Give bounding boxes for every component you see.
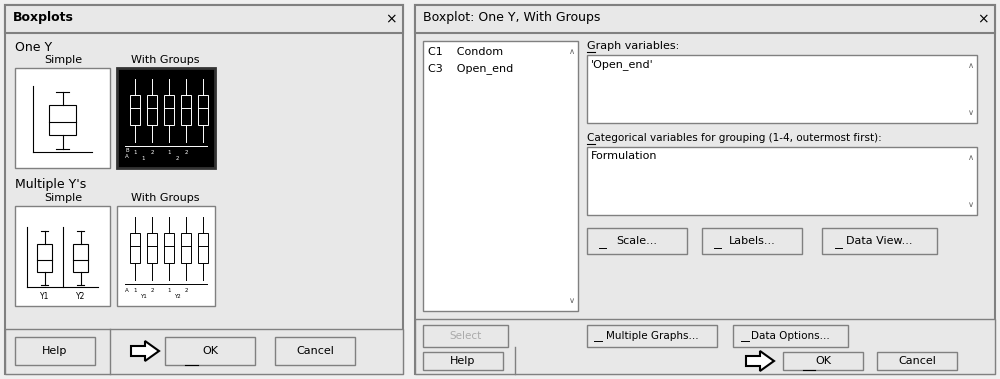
Text: Graph variables:: Graph variables: [587,41,679,51]
Bar [130,95,140,125]
Text: Formulation: Formulation [591,151,658,161]
Bar [423,325,508,347]
Bar [415,319,995,374]
Bar [130,233,140,263]
Text: 2: 2 [150,288,154,293]
Bar [415,5,995,33]
Bar [15,68,110,168]
Bar [15,337,95,365]
Text: 2: 2 [184,288,188,293]
Bar [165,337,255,365]
Bar [15,206,110,306]
Text: Y1: Y1 [40,292,49,301]
Text: ×: × [977,12,989,26]
Text: Cancel: Cancel [898,356,936,366]
Bar [587,55,977,123]
Polygon shape [746,351,774,371]
Bar [181,233,191,263]
Bar [147,95,157,125]
Text: 2: 2 [150,150,154,155]
Bar [164,233,174,263]
Text: With Groups: With Groups [131,55,199,65]
Text: Y2: Y2 [174,294,180,299]
Text: 2: 2 [184,150,188,155]
Bar [733,325,848,347]
Text: ∨: ∨ [569,296,575,305]
Text: OK: OK [815,356,831,366]
Bar [587,147,977,215]
Text: 'Open_end': 'Open_end' [591,59,654,70]
Text: Multiple Y's: Multiple Y's [15,178,86,191]
Text: Y1: Y1 [140,294,146,299]
Bar [181,95,191,125]
Bar [5,329,403,374]
Bar [587,325,717,347]
Text: Help: Help [42,346,68,356]
Bar [5,5,403,374]
Text: Data Options...: Data Options... [751,331,830,341]
Text: 1: 1 [167,150,171,155]
Bar [37,244,52,272]
Bar [822,228,937,254]
Text: B: B [125,148,129,153]
Text: A: A [125,288,129,293]
Text: Multiple Graphs...: Multiple Graphs... [606,331,698,341]
Text: ∧: ∧ [968,153,974,162]
Text: ∧: ∧ [968,61,974,70]
Text: 1: 1 [141,156,145,161]
Text: Boxplots: Boxplots [13,11,74,24]
Bar [73,244,88,272]
Text: A: A [125,154,129,159]
Text: ∨: ∨ [968,108,974,117]
Text: Y2: Y2 [76,292,85,301]
Bar [423,352,503,370]
Bar [587,228,687,254]
Bar [117,68,215,168]
Text: Help: Help [450,356,476,366]
Text: 1: 1 [133,150,137,155]
Text: ∧: ∧ [569,47,575,56]
Text: Scale...: Scale... [616,236,658,246]
Bar [415,5,995,374]
Text: C1    Condom: C1 Condom [428,47,503,57]
Bar [275,337,355,365]
Bar [49,105,76,135]
Text: With Groups: With Groups [131,193,199,203]
Bar [198,233,208,263]
Text: Simple: Simple [44,193,82,203]
Polygon shape [131,341,159,361]
Text: Boxplot: One Y, With Groups: Boxplot: One Y, With Groups [423,11,600,24]
Bar [783,352,863,370]
Bar [147,233,157,263]
Text: Simple: Simple [44,55,82,65]
Text: Cancel: Cancel [296,346,334,356]
Text: OK: OK [202,346,218,356]
Bar [423,41,578,311]
Bar [5,5,403,33]
Bar [702,228,802,254]
Text: Select: Select [449,331,482,341]
Text: 2: 2 [175,156,179,161]
Text: 1: 1 [167,288,171,293]
Text: C3    Open_end: C3 Open_end [428,63,513,74]
Text: ×: × [385,12,397,26]
Text: Labels...: Labels... [729,236,775,246]
Bar [198,95,208,125]
Text: Data View...: Data View... [846,236,913,246]
Text: ∨: ∨ [968,200,974,209]
Bar [117,206,215,306]
Text: 1: 1 [133,288,137,293]
Bar [164,95,174,125]
Text: Categorical variables for grouping (1-4, outermost first):: Categorical variables for grouping (1-4,… [587,133,882,143]
Bar [877,352,957,370]
Text: One Y: One Y [15,41,52,54]
